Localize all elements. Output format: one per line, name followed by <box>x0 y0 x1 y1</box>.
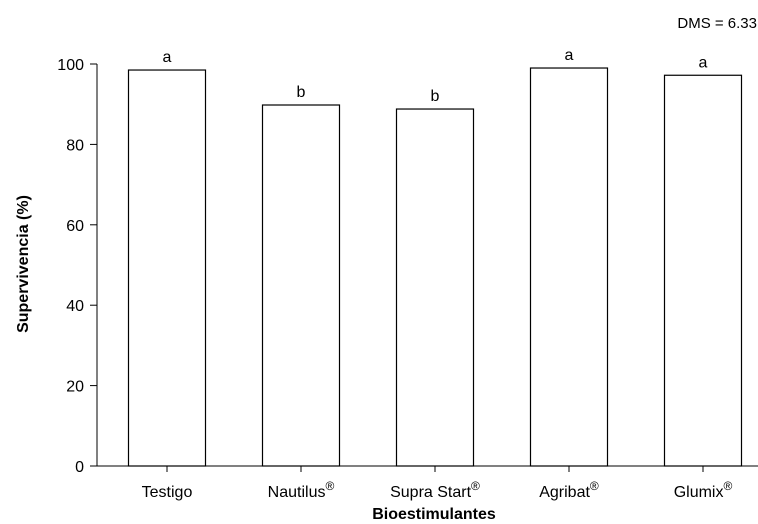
y-tick-label: 100 <box>57 57 84 74</box>
category-labels: Testigo Nautilus® Supra Start® Agribat® Glum… <box>142 479 733 501</box>
significance-letter: b <box>431 88 440 105</box>
registered-mark: ® <box>723 479 732 493</box>
significance-letter: a <box>565 47 574 64</box>
y-tick-label: 60 <box>66 218 84 235</box>
y-tick-label: 20 <box>66 379 84 396</box>
category-label: Agribat® <box>539 479 599 501</box>
bars <box>127 67 743 467</box>
significance-letters: a b b a a <box>163 47 708 105</box>
category-label: Glumix® <box>674 479 733 501</box>
y-tick-label: 80 <box>66 137 84 154</box>
significance-letter: a <box>699 54 708 71</box>
significance-letter: a <box>163 49 172 66</box>
category-label: Nautilus® <box>268 479 335 501</box>
x-axis <box>97 465 758 472</box>
bar-nautilus <box>261 104 341 467</box>
registered-mark: ® <box>471 479 480 493</box>
bar-agribat <box>529 67 609 467</box>
bar-glumix <box>663 74 743 467</box>
category-label: Testigo <box>142 484 193 501</box>
category-label: Supra Start® <box>390 479 480 501</box>
registered-mark: ® <box>325 479 334 493</box>
y-tick-label: 0 <box>75 459 84 476</box>
dms-annotation: DMS = 6.33 <box>677 15 757 32</box>
y-tick-label: 40 <box>66 298 84 315</box>
x-axis-title: Bioestimulantes <box>372 506 496 523</box>
registered-mark: ® <box>590 479 599 493</box>
y-axis-title: Supervivencia (%) <box>15 195 32 333</box>
bar-supra-start <box>395 108 475 467</box>
bar-testigo <box>127 69 207 467</box>
y-axis: 0 20 40 60 80 100 <box>57 57 98 476</box>
significance-letter: b <box>297 84 306 101</box>
